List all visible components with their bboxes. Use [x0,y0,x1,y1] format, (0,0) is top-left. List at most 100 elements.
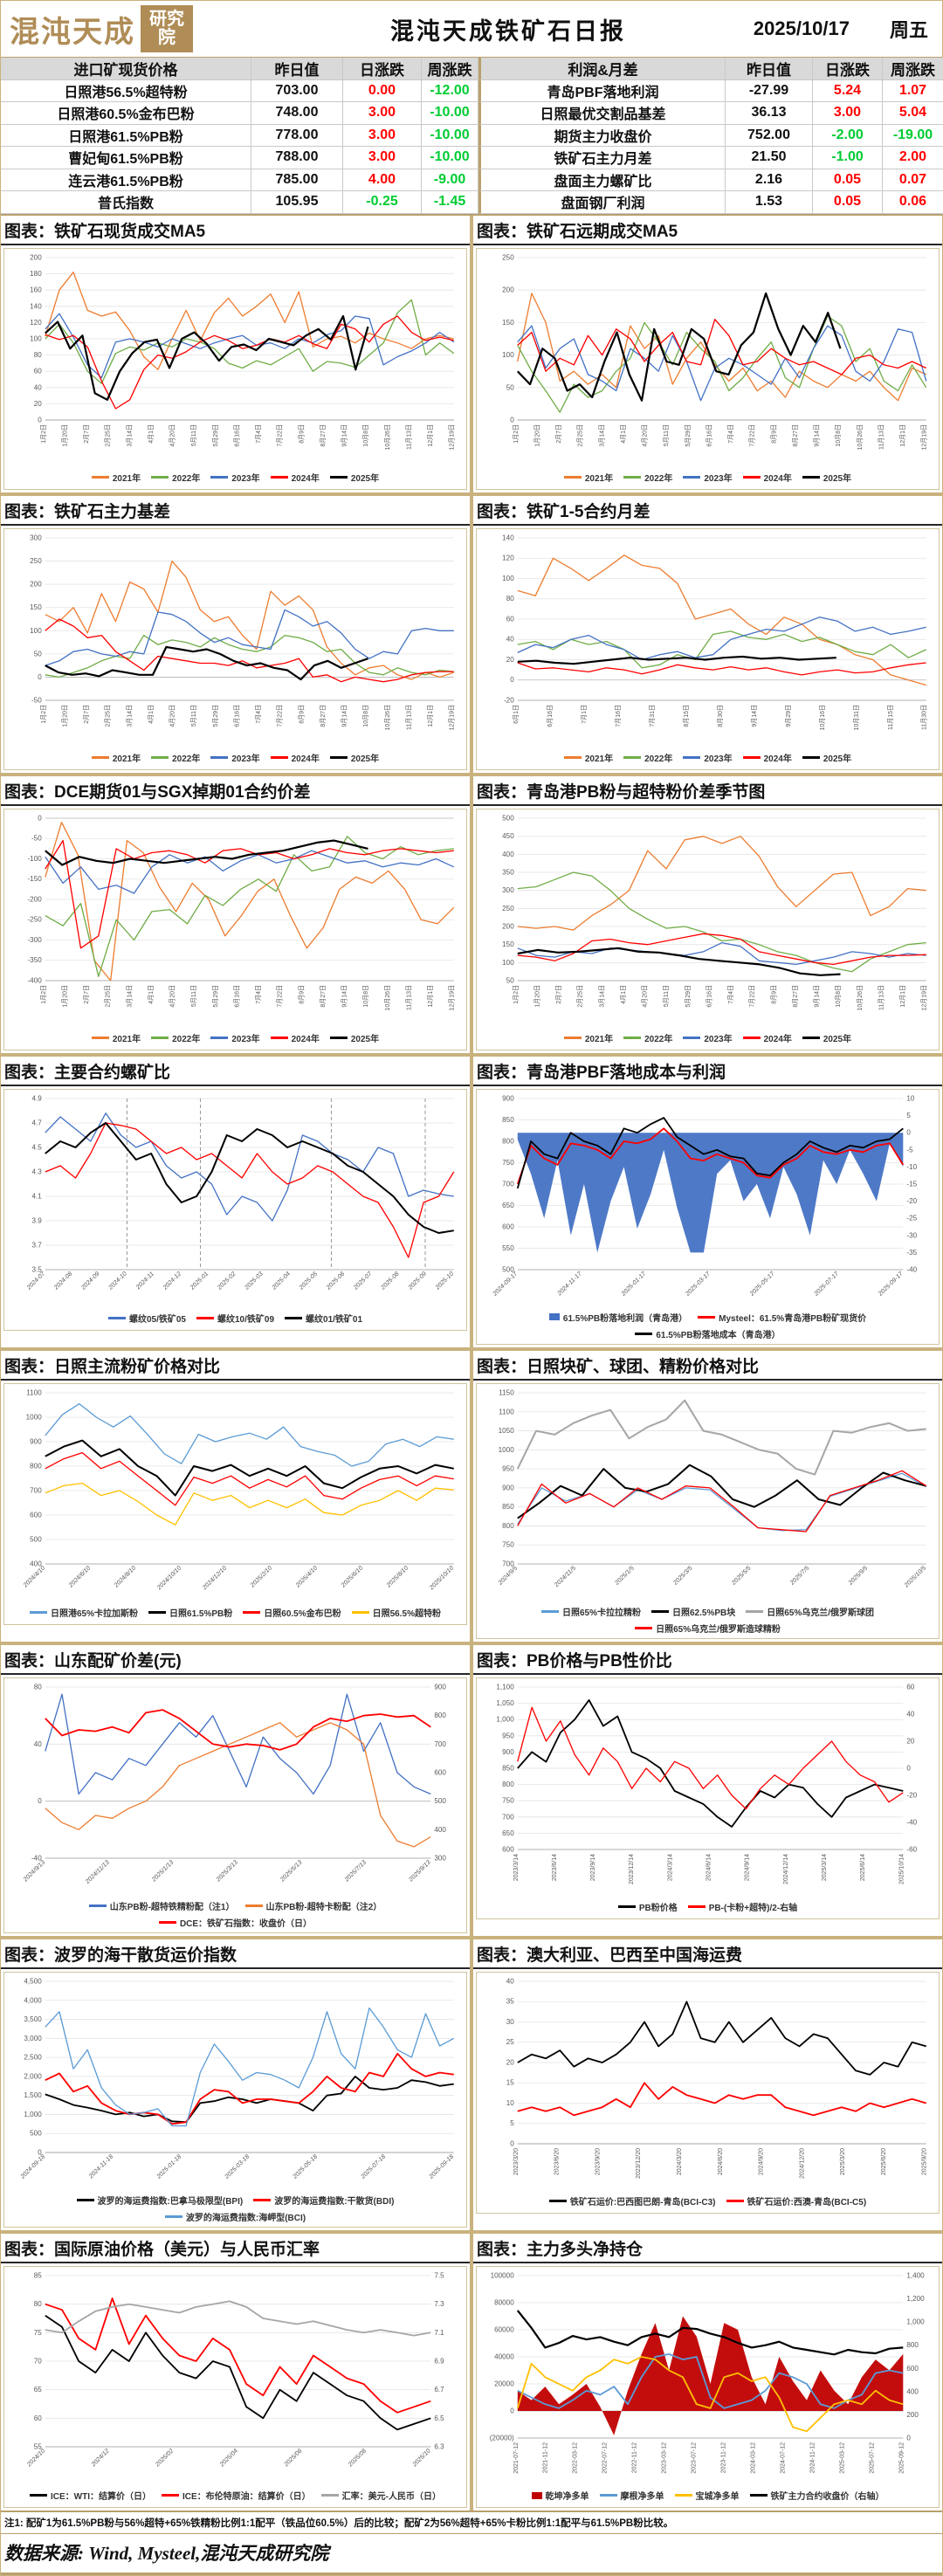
svg-text:10月8日: 10月8日 [835,985,842,1008]
legend-swatch [617,1905,636,1908]
svg-text:2024/6/10: 2024/6/10 [67,1565,92,1589]
svg-text:7月4日: 7月4日 [727,985,734,1004]
legend-item: 螺纹05/铁矿05 [107,1312,186,1325]
svg-text:6月16日: 6月16日 [706,424,712,447]
legend-item: 2023年 [210,471,260,484]
svg-text:700: 700 [502,1560,514,1567]
svg-text:0: 0 [38,416,42,424]
svg-text:10: 10 [506,2099,515,2107]
svg-text:200: 200 [502,922,514,930]
table-cell-day-change: 0.05 [813,191,883,214]
table-cell-day-change: 3.00 [813,102,883,125]
chart-legend: 2021年 2022年 2023年 2024年 2025年 [477,469,939,489]
svg-text:400: 400 [502,850,514,858]
svg-text:250: 250 [502,904,514,912]
chart-panel: 图表：国际原油价格（美元）与人民币汇率 85 80 75 70 65 60 55 7.5 7.3 7… [1,2233,470,2511]
svg-text:2025/5/13: 2025/5/13 [279,1859,303,1884]
svg-text:700: 700 [502,1180,514,1188]
svg-text:50: 50 [506,383,515,391]
svg-text:2月25日: 2月25日 [105,705,112,727]
svg-text:2022-03-12: 2022-03-12 [573,2442,579,2473]
legend-label: Mysteel：61.5%青岛港PB粉矿现货价 [719,1313,867,1324]
chart-title: 图表：国际原油价格（美元）与人民币汇率 [1,2233,470,2263]
svg-text:-400: -400 [27,976,42,984]
svg-text:2024/9/13: 2024/9/13 [22,1859,46,1884]
svg-text:10月16日: 10月16日 [819,705,826,731]
legend-swatch [742,1037,761,1039]
svg-text:12月1日: 12月1日 [427,705,434,727]
svg-text:2025/10/5: 2025/10/5 [903,1565,927,1589]
chart-box: 4.9 4.7 4.5 4.3 4.1 3.9 3.7 3.5 2024-07 2024-08 20… [3,1088,467,1331]
svg-text:200: 200 [30,253,42,261]
legend-swatch [746,1609,764,1613]
price-table: 进口矿现货价格 昨日值 日涨跌 周涨跌 利润&月差 昨日值 日涨跌 周涨跌 日照港56.5%超特… [1,57,943,214]
svg-text:2023/12/20: 2023/12/20 [636,2147,642,2178]
legend-label: 铁矿石运价:西澳-青岛(BCI-C5) [747,2198,867,2208]
legend-item: 2023年 [210,751,260,764]
svg-text:2025-10: 2025-10 [434,1271,455,1291]
svg-text:600: 600 [502,1845,514,1853]
chart-box: 40 35 30 25 20 15 10 5 0 2023/3/20 2023/6/20 2023/9… [476,1971,940,2214]
svg-text:6.9: 6.9 [434,2357,444,2365]
svg-text:2023-07-12: 2023-07-12 [692,2442,698,2473]
svg-text:-150: -150 [27,875,42,883]
svg-text:2023/3/14: 2023/3/14 [513,1853,520,1880]
svg-text:-35: -35 [906,1248,917,1256]
svg-text:8月30日: 8月30日 [717,705,724,727]
svg-text:1月20日: 1月20日 [61,424,68,447]
legend-item: 2025年 [802,751,851,764]
svg-text:2022-07-12: 2022-07-12 [602,2442,609,2473]
svg-text:500: 500 [502,814,514,822]
svg-text:1,100: 1,100 [496,1683,514,1691]
legend-label: 日照65%乌克兰/俄罗斯造球精粉 [656,1624,781,1635]
svg-text:2025/2/10: 2025/2/10 [249,1565,273,1589]
svg-text:120: 120 [30,318,42,326]
legend-item: 铁矿主力合约收盘价（右轴） [749,2489,884,2502]
svg-text:100: 100 [502,958,514,966]
svg-text:-15: -15 [906,1180,917,1188]
svg-text:10月31日: 10月31日 [853,705,860,731]
svg-text:7月22日: 7月22日 [749,424,756,447]
svg-text:2025/10/14: 2025/10/14 [898,1853,905,1884]
chart-panel: 图表：青岛港PB粉与超特粉价差季节图 500 450 400 350 300 250 200 1… [473,775,942,1053]
table-cell-week-change: 0.06 [883,191,943,214]
svg-text:900: 900 [502,1747,514,1755]
svg-text:1月2日: 1月2日 [40,705,47,724]
svg-text:11月15日: 11月15日 [887,705,894,730]
chart-box: 1100 1000 900 800 700 600 500 400 2024/4/10 2024/… [3,1382,467,1625]
svg-text:1050: 1050 [499,1427,515,1435]
table-title-left: 进口矿现货价格 [1,58,251,80]
svg-text:40000: 40000 [494,2352,514,2360]
chart-panel: 图表：铁矿石主力基差 300 250 200 150 100 50 0 -50 1月2日 1月20日… [1,495,470,773]
legend-item: 波罗的海运费指数:巴拿马极限型(BPI) [76,2194,243,2207]
svg-text:2025-09-18: 2025-09-18 [428,2153,455,2180]
table-cell-week-change: -1.45 [422,191,478,214]
table-cell-name: 连云港61.5%PB粉 [1,169,251,191]
svg-text:250: 250 [502,253,514,261]
svg-text:-50: -50 [31,834,42,842]
legend-swatch [802,1037,820,1039]
svg-text:2025-09: 2025-09 [407,1271,428,1291]
table-cell-day-change: 5.24 [813,79,883,102]
legend-swatch [563,756,582,759]
table-cell-value: 2.16 [726,169,813,191]
svg-text:100000: 100000 [491,2271,515,2279]
svg-text:950: 950 [502,1732,514,1739]
svg-text:6月16日: 6月16日 [233,424,240,447]
legend-swatch [698,1315,716,1319]
table-cell-day-change: 3.00 [343,124,422,147]
legend-swatch [320,2494,339,2497]
table-header-cell: 日涨跌 [343,58,422,80]
svg-text:2025-07-17: 2025-07-17 [813,1270,841,1298]
svg-text:500: 500 [502,1265,514,1273]
legend-label: 2022年 [644,474,673,484]
chart-panel: 图表：山东配矿价差(元) 80 40 0 -40 900 800 700 600 500 400 30… [1,1644,470,1936]
legend-item: 日照60.5%金布巴粉 [243,1606,341,1619]
legend-label: 2021年 [584,474,614,484]
svg-text:6月16日: 6月16日 [233,705,240,727]
legend-label: 2022年 [172,1035,201,1044]
legend-item: 2023年 [683,471,733,484]
